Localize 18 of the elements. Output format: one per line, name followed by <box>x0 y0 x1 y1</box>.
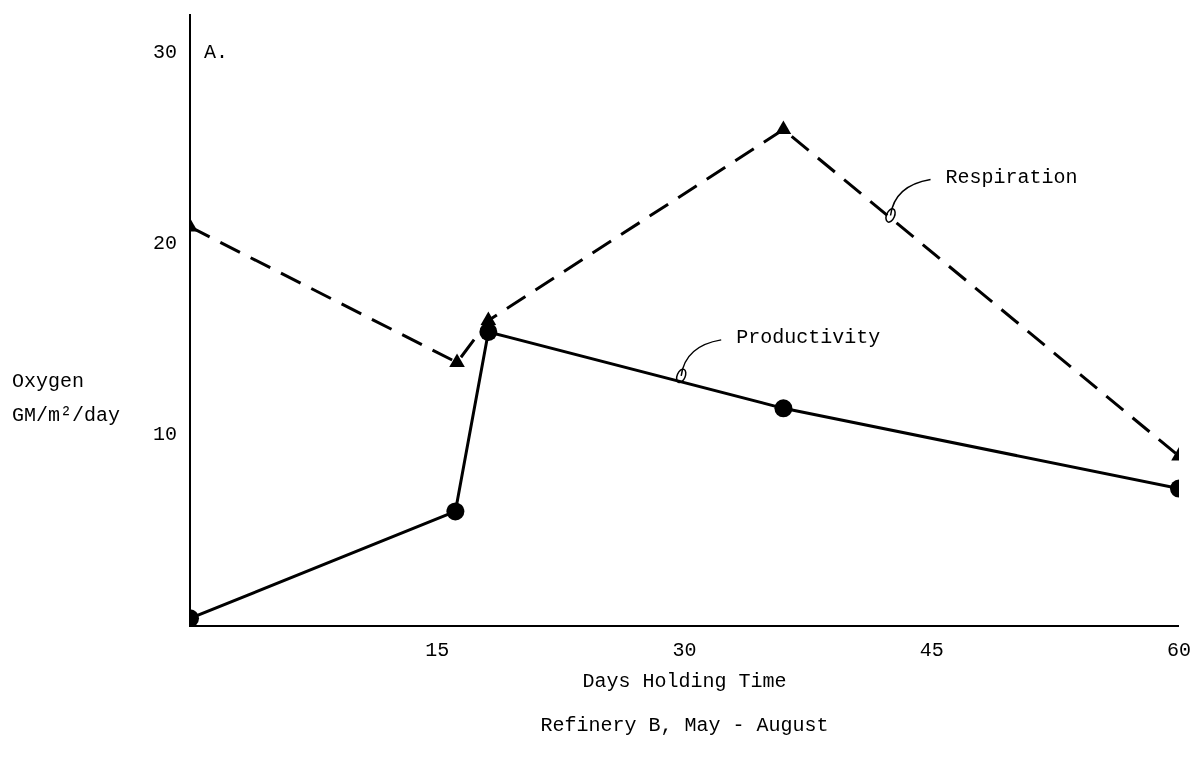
y-axis-title: Oxygen GM/m²/day <box>12 370 121 427</box>
point <box>449 353 465 368</box>
y-tick-label: 20 <box>152 232 177 256</box>
x-tick-label: 15 <box>425 639 450 663</box>
x-axis-title: Days Holding Time <box>582 670 787 694</box>
y-tick-label: 30 <box>152 41 177 65</box>
point <box>775 120 792 135</box>
annotation: Productivity <box>736 326 881 350</box>
point <box>480 311 497 325</box>
annotation: A. <box>204 41 229 65</box>
annotation: Respiration <box>945 165 1078 189</box>
point <box>774 399 793 418</box>
point <box>446 502 465 521</box>
x-tick-label: 45 <box>919 639 944 663</box>
y-tick-label: 10 <box>152 423 177 447</box>
x-tick-label: 30 <box>672 639 697 663</box>
x-tick-label: 60 <box>1166 639 1192 663</box>
text: Refinery B, May - August <box>540 714 829 738</box>
